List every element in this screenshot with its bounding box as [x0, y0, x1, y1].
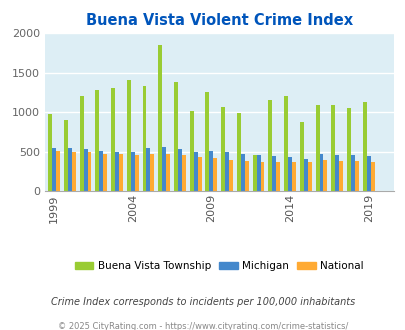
Bar	[338, 160, 342, 191]
Bar	[260, 162, 264, 191]
Bar	[225, 152, 228, 191]
Bar	[130, 152, 134, 191]
Bar	[95, 90, 99, 191]
Bar	[268, 100, 272, 191]
Bar	[111, 88, 115, 191]
Bar	[189, 112, 193, 191]
Text: Crime Index corresponds to incidents per 100,000 inhabitants: Crime Index corresponds to incidents per…	[51, 297, 354, 307]
Bar	[284, 96, 287, 191]
Bar	[72, 152, 76, 191]
Bar	[299, 122, 303, 191]
Bar	[366, 156, 370, 191]
Bar	[64, 120, 68, 191]
Bar	[56, 151, 60, 191]
Bar	[315, 105, 319, 191]
Bar	[354, 161, 358, 191]
Bar	[146, 148, 150, 191]
Bar	[291, 162, 295, 191]
Bar	[228, 160, 232, 191]
Bar	[252, 155, 256, 191]
Bar	[174, 82, 177, 191]
Bar	[319, 154, 323, 191]
Bar	[307, 162, 311, 191]
Bar	[244, 161, 248, 191]
Bar	[221, 108, 225, 191]
Bar	[240, 154, 244, 191]
Bar	[256, 155, 260, 191]
Bar	[158, 45, 162, 191]
Title: Buena Vista Violent Crime Index: Buena Vista Violent Crime Index	[85, 13, 352, 28]
Bar	[87, 152, 91, 191]
Bar	[275, 162, 279, 191]
Legend: Buena Vista Township, Michigan, National: Buena Vista Township, Michigan, National	[70, 257, 367, 275]
Bar	[150, 154, 154, 191]
Bar	[193, 152, 197, 191]
Bar	[335, 155, 338, 191]
Bar	[237, 114, 240, 191]
Bar	[177, 148, 181, 191]
Bar	[303, 158, 307, 191]
Bar	[209, 151, 213, 191]
Bar	[103, 154, 107, 191]
Bar	[68, 148, 72, 191]
Bar	[362, 102, 366, 191]
Bar	[115, 152, 119, 191]
Bar	[142, 86, 146, 191]
Bar	[83, 149, 87, 191]
Bar	[119, 154, 123, 191]
Text: © 2025 CityRating.com - https://www.cityrating.com/crime-statistics/: © 2025 CityRating.com - https://www.city…	[58, 322, 347, 330]
Bar	[52, 148, 56, 191]
Bar	[213, 158, 217, 191]
Bar	[272, 156, 275, 191]
Bar	[346, 108, 350, 191]
Bar	[162, 147, 166, 191]
Bar	[330, 105, 335, 191]
Bar	[48, 114, 52, 191]
Bar	[350, 155, 354, 191]
Bar	[134, 155, 138, 191]
Bar	[126, 80, 130, 191]
Bar	[323, 160, 326, 191]
Bar	[99, 150, 103, 191]
Bar	[197, 156, 201, 191]
Bar	[79, 96, 83, 191]
Bar	[205, 92, 209, 191]
Bar	[181, 155, 185, 191]
Bar	[287, 157, 291, 191]
Bar	[370, 162, 374, 191]
Bar	[166, 154, 170, 191]
